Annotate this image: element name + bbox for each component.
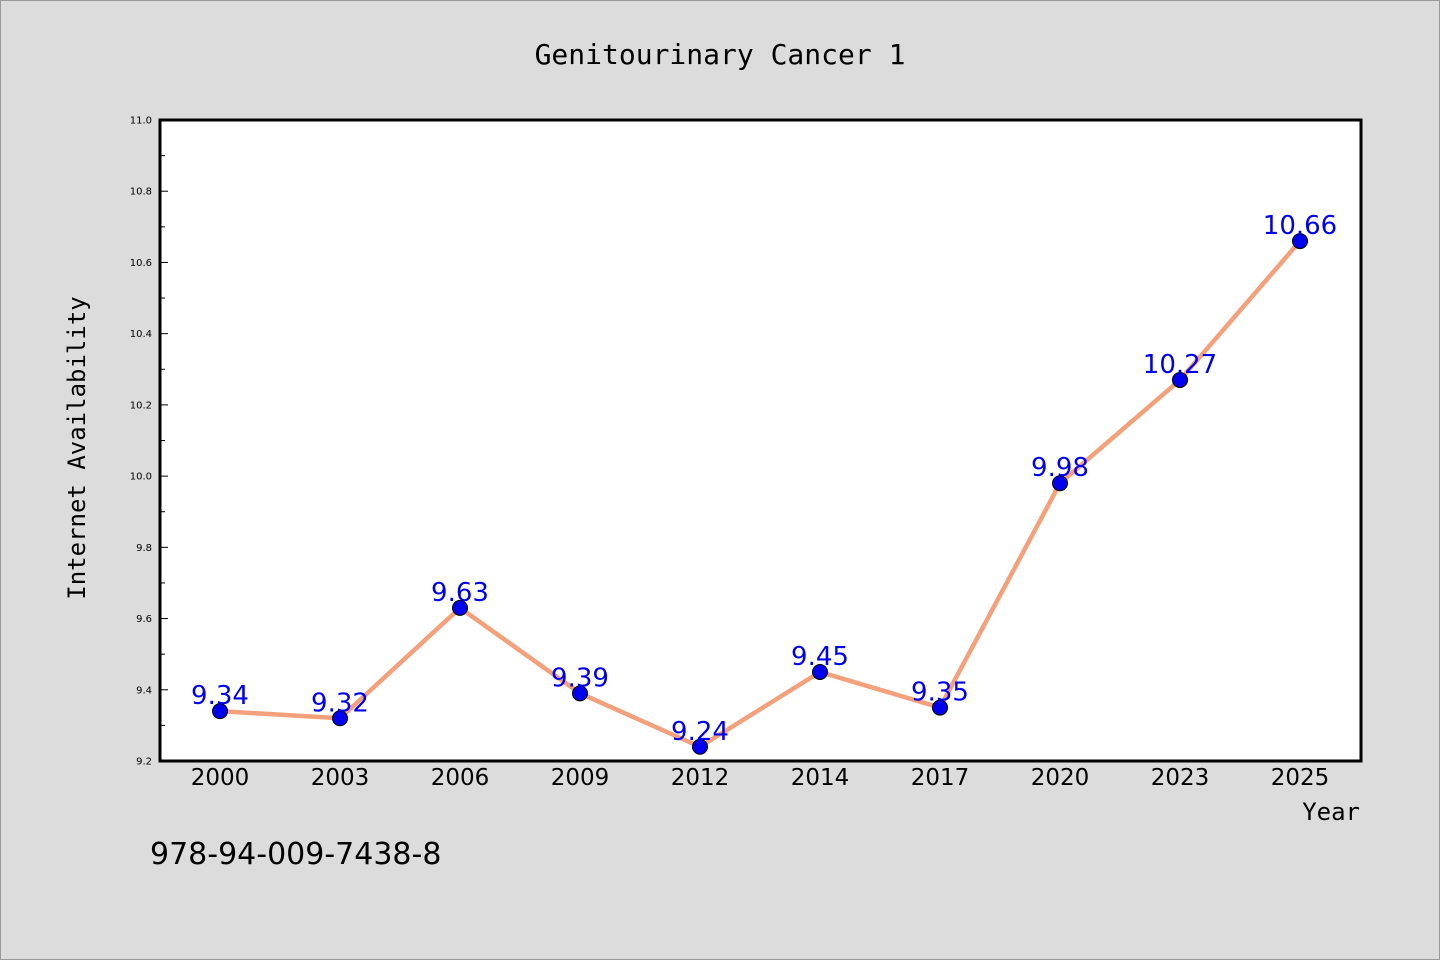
data-point (1292, 233, 1308, 250)
data-label: 9.63 (431, 578, 489, 608)
data-label: 9.35 (911, 678, 969, 708)
y-tick-label: 9.8 (136, 543, 152, 554)
data-point (332, 710, 348, 727)
x-tick-label: 2012 (671, 765, 730, 791)
x-axis: 2000 2003 2006 2009 2012 2014 2017 2020 2023 2025 (191, 765, 1330, 791)
isbn-annotation: 978-94-009-7438-8 (150, 837, 441, 872)
data-point (812, 663, 828, 680)
series-line-group (217, 238, 1303, 750)
data-label-group: 9.34 9.32 9.63 9.39 9.24 9.45 9.35 9.98 10.27 10.… (191, 211, 1337, 747)
data-point (212, 703, 228, 720)
y-tick-label: 10.4 (130, 329, 152, 340)
data-label: 9.45 (791, 642, 849, 672)
x-tick-label: 2009 (551, 765, 610, 791)
data-point (932, 699, 948, 716)
y-tick-label: 10.0 (130, 472, 152, 483)
y-tick-label: 11.0 (130, 116, 152, 127)
y-tick-label: 9.4 (136, 685, 152, 696)
x-tick-label: 2020 (1031, 765, 1090, 791)
data-label: 9.24 (671, 717, 729, 747)
series-line (217, 238, 1303, 750)
chart-title: Genitourinary Cancer 1 (535, 38, 906, 71)
data-point (692, 738, 708, 755)
x-tick-label: 2006 (431, 765, 490, 791)
data-point (452, 599, 468, 616)
x-tick-label: 2000 (191, 765, 250, 791)
marker-group (212, 233, 1308, 755)
data-label: 9.98 (1031, 453, 1089, 483)
data-label: 9.32 (311, 688, 369, 718)
y-tick-label: 10.8 (130, 187, 152, 198)
y-tick-label: 9.2 (136, 757, 152, 768)
data-point (572, 685, 588, 702)
data-label: 9.39 (551, 663, 609, 693)
data-point (1052, 475, 1068, 492)
x-tick-label: 2017 (911, 765, 970, 791)
x-tick-label: 2014 (791, 765, 850, 791)
x-tick-label: 2025 (1271, 765, 1330, 791)
x-axis-label: Year (1302, 798, 1360, 826)
y-tick-label: 10.6 (130, 258, 152, 269)
data-label: 10.27 (1143, 350, 1217, 380)
y-axis-label: Internet Availability (63, 296, 91, 599)
y-tick-label: 9.6 (136, 614, 152, 625)
y-axis: 9.2 9.4 9.6 9.8 10.0 10.2 10.4 10.6 10.8 11.0 (130, 116, 168, 768)
x-tick-label: 2003 (311, 765, 370, 791)
data-label: 10.66 (1263, 211, 1337, 241)
y-tick-label: 10.2 (130, 400, 152, 411)
plot-area (158, 118, 1363, 763)
x-tick-label: 2023 (1151, 765, 1210, 791)
data-label: 9.34 (191, 681, 249, 711)
data-point (1172, 371, 1188, 388)
